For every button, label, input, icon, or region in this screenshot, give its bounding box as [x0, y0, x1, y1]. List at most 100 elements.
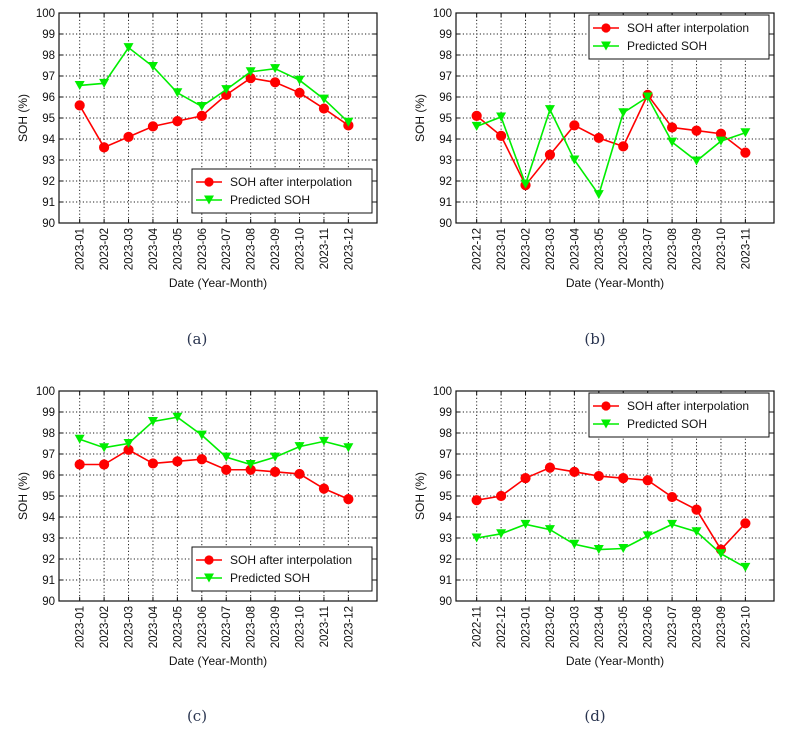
data-point-interpolated [642, 475, 653, 486]
y-tick-label: 92 [42, 176, 55, 188]
x-tick-label: 2023-05 [594, 228, 606, 270]
data-point-interpolated [740, 518, 751, 529]
series-line-predicted [79, 416, 349, 466]
data-point-interpolated [666, 491, 678, 503]
series-line-interpolated [476, 466, 746, 551]
legend-marker-triangle-icon [601, 419, 611, 429]
y-tick-label: 100 [36, 386, 55, 398]
x-tick-label: 2023-11 [319, 606, 331, 647]
data-point-interpolated [147, 121, 159, 132]
data-point-interpolated [495, 490, 507, 502]
data-point-predicted [245, 67, 256, 77]
legend-label: Predicted SOH [627, 39, 707, 53]
chart-panel-b: 90 91 92 93 94 95 96 97 98 99 100 2022-12 2023-01 202… [413, 8, 775, 290]
x-tick-label: 2023-07 [221, 606, 233, 648]
x-tick-label: 2023-05 [172, 228, 184, 270]
data-point-interpolated [221, 464, 232, 475]
legend-label: Predicted SOH [627, 417, 707, 431]
data-point-predicted [569, 155, 580, 165]
data-point-predicted [667, 137, 678, 147]
x-tick-label: 2023-01 [75, 228, 87, 270]
data-point-interpolated [569, 120, 580, 131]
x-tick-label: 2023-01 [496, 228, 508, 270]
y-tick-label: 91 [42, 197, 55, 209]
data-point-predicted [715, 136, 726, 146]
data-point-predicted [496, 112, 507, 122]
subfigure-caption: (c) [187, 707, 207, 725]
x-tick-label: 2023-08 [246, 228, 258, 270]
data-point-predicted [544, 105, 555, 115]
x-tick-label: 2023-11 [740, 228, 752, 269]
legend-label: Predicted SOH [230, 193, 310, 207]
legend-box [191, 546, 373, 592]
data-point-predicted [294, 442, 305, 452]
y-tick-label: 94 [439, 134, 452, 146]
legend-label: SOH after interpolation [230, 553, 352, 567]
legend: SOH after interpolation Predicted SOH [588, 14, 770, 60]
data-point-predicted [642, 92, 653, 102]
data-point-interpolated [172, 456, 183, 467]
data-point-interpolated [593, 470, 604, 482]
data-point-predicted [172, 412, 183, 422]
legend-box [588, 392, 770, 438]
data-point-predicted [196, 101, 207, 111]
data-point-interpolated [294, 468, 305, 480]
x-tick-label: 2023-02 [99, 606, 111, 648]
data-point-interpolated [471, 110, 482, 122]
y-tick-label: 96 [42, 92, 55, 104]
x-tick-label: 2023-06 [197, 228, 209, 270]
y-tick-label: 99 [42, 29, 55, 41]
y-tick-label: 93 [439, 533, 452, 545]
x-tick-label: 2023-10 [740, 606, 752, 648]
y-tick-label: 91 [439, 197, 452, 209]
data-point-predicted [99, 78, 110, 88]
data-point-predicted [642, 531, 653, 541]
data-point-predicted [245, 460, 256, 469]
x-tick-label: 2023-09 [270, 228, 282, 270]
data-point-predicted [496, 529, 507, 539]
data-point-predicted [715, 549, 726, 559]
data-point-interpolated [544, 149, 556, 160]
y-tick-label: 98 [439, 50, 452, 62]
y-tick-label: 99 [439, 407, 452, 419]
data-point-predicted [123, 439, 134, 448]
y-tick-label: 96 [439, 92, 452, 104]
data-point-interpolated [618, 473, 629, 484]
x-tick-label: 2023-08 [667, 228, 679, 270]
x-tick-label: 2023-03 [569, 606, 581, 648]
data-point-interpolated [495, 130, 507, 141]
y-tick-label: 96 [439, 470, 452, 482]
x-tick-label: 2023-12 [343, 606, 355, 648]
x-tick-label: 2023-07 [221, 228, 233, 270]
data-point-predicted [294, 75, 305, 85]
y-tick-label: 98 [42, 428, 55, 440]
subfigure-caption: (d) [584, 707, 605, 725]
data-point-interpolated [740, 147, 751, 158]
legend-marker-circle-icon [204, 177, 214, 187]
x-tick-label: 2023-05 [618, 606, 630, 648]
data-point-interpolated [123, 131, 134, 142]
y-tick-label: 90 [439, 218, 452, 230]
x-tick-label: 2023-08 [246, 606, 258, 648]
data-point-interpolated [618, 141, 629, 152]
x-axis-label: Date (Year-Month) [169, 276, 267, 290]
x-tick-label: 2023-06 [618, 228, 630, 270]
y-axis-label: SOH (%) [16, 94, 30, 142]
subfigure-caption: (a) [187, 330, 208, 348]
data-point-interpolated [269, 77, 281, 88]
data-point-predicted [99, 443, 110, 453]
data-point-predicted [520, 179, 531, 189]
y-tick-label: 92 [42, 554, 55, 566]
x-tick-label: 2022-12 [496, 606, 508, 648]
data-point-predicted [691, 156, 702, 166]
x-tick-label: 2023-02 [99, 228, 111, 270]
data-point-predicted [569, 539, 580, 549]
x-tick-label: 2023-01 [521, 606, 533, 648]
data-point-predicted [123, 43, 134, 53]
y-tick-label: 97 [42, 71, 55, 83]
data-point-predicted [270, 64, 281, 74]
data-point-interpolated [269, 466, 281, 477]
data-point-interpolated [318, 103, 330, 114]
y-tick-label: 94 [42, 134, 55, 146]
legend: SOH after interpolation Predicted SOH [191, 168, 373, 214]
